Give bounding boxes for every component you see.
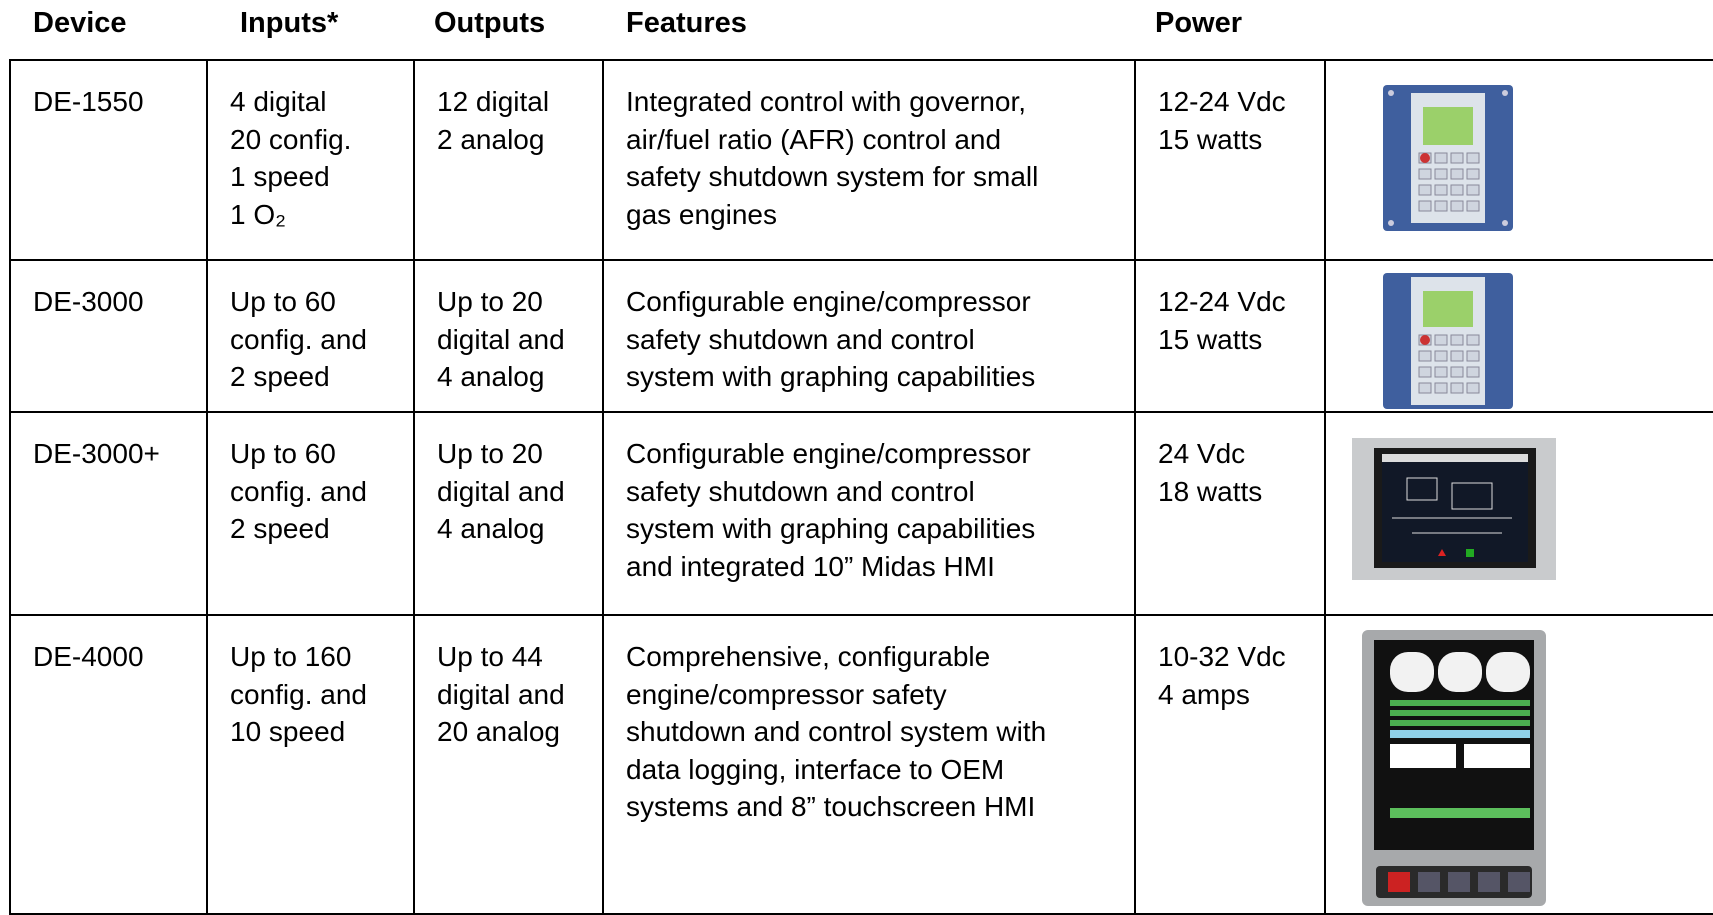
cell-text: Up to 60 bbox=[230, 286, 336, 317]
cell-text: Up to 60 bbox=[230, 438, 336, 469]
cell-text: systems and 8” touchscreen HMI bbox=[626, 791, 1036, 822]
column-border bbox=[1324, 59, 1326, 915]
cell-text: safety shutdown system for small bbox=[626, 161, 1039, 192]
cell-text: Integrated control with governor, bbox=[626, 86, 1027, 117]
cell-text: 10 speed bbox=[230, 716, 346, 747]
column-border bbox=[413, 59, 415, 915]
cell-text: config. and bbox=[230, 475, 367, 507]
cell-text: DE-4000 bbox=[33, 641, 144, 672]
row-border bbox=[10, 59, 1713, 61]
column-header: Device bbox=[33, 7, 127, 39]
cell-text: Up to 20 bbox=[437, 286, 543, 317]
cell-text: Up to 20 bbox=[437, 438, 543, 469]
cell-text: 18 watts bbox=[1158, 475, 1263, 507]
cell-text: system with graphing capabilities bbox=[626, 361, 1036, 392]
column-border bbox=[206, 59, 208, 915]
column-border bbox=[1134, 59, 1136, 915]
cell-text: DE-3000+ bbox=[33, 438, 160, 469]
cell-text: 2 analog bbox=[437, 123, 545, 155]
cell-text: Up to 44 bbox=[437, 641, 543, 672]
cell-text: 4 analog bbox=[437, 361, 545, 392]
cell-text: config. and bbox=[230, 323, 367, 355]
column-header: Power bbox=[1155, 7, 1243, 39]
cell-text: system with graphing capabilities bbox=[626, 513, 1036, 544]
cell-text: DE-3000 bbox=[33, 286, 144, 317]
cell-text: 20 config. bbox=[230, 123, 352, 155]
row-border bbox=[10, 614, 1713, 616]
device-image bbox=[1383, 85, 1513, 231]
cell-text: air/fuel ratio (AFR) control and bbox=[626, 123, 1002, 155]
cell-text: 10-32 Vdc bbox=[1158, 641, 1286, 672]
device-image bbox=[1352, 438, 1556, 580]
row-border bbox=[10, 259, 1713, 261]
cell-text: 15 watts bbox=[1158, 323, 1263, 355]
cell-text: digital and bbox=[437, 678, 565, 710]
cell-text: 1 speed bbox=[230, 161, 330, 192]
cell-text: digital and bbox=[437, 475, 565, 507]
cell-text: 4 digital bbox=[230, 86, 327, 117]
column-header: Inputs* bbox=[240, 7, 339, 39]
cell-text: 4 analog bbox=[437, 513, 545, 544]
cell-text: 4 amps bbox=[1158, 678, 1250, 710]
cell-text: safety shutdown and control bbox=[626, 475, 975, 507]
column-border bbox=[602, 59, 604, 915]
cell-text: Up to 160 bbox=[230, 641, 352, 672]
cell-text: safety shutdown and control bbox=[626, 323, 975, 355]
cell-text: shutdown and control system with bbox=[626, 716, 1047, 747]
cell-text: engine/compressor safety bbox=[626, 678, 947, 710]
device-image bbox=[1362, 630, 1546, 906]
column-border bbox=[9, 59, 11, 915]
cell-text: 12-24 Vdc bbox=[1158, 286, 1286, 317]
cell-text: 12-24 Vdc bbox=[1158, 86, 1286, 117]
cell-text: config. and bbox=[230, 678, 367, 710]
cell-text: data logging, interface to OEM bbox=[626, 753, 1005, 785]
cell-text: 20 analog bbox=[437, 716, 561, 747]
cell-text: digital and bbox=[437, 323, 565, 355]
cell-text: gas engines bbox=[626, 198, 778, 230]
device-image bbox=[1383, 273, 1513, 409]
cell-text: 2 speed bbox=[230, 513, 330, 544]
cell-text: 12 digital bbox=[437, 86, 550, 117]
row-border bbox=[10, 913, 1713, 915]
cell-text: 2 speed bbox=[230, 361, 330, 392]
cell-text: Comprehensive, configurable bbox=[626, 641, 991, 672]
row-border bbox=[10, 411, 1713, 413]
cell-text: Configurable engine/compressor bbox=[626, 286, 1031, 317]
column-header: Features bbox=[626, 7, 747, 39]
cell-text: 15 watts bbox=[1158, 123, 1263, 155]
cell-text: Configurable engine/compressor bbox=[626, 438, 1031, 469]
column-header: Outputs bbox=[434, 7, 546, 39]
cell-text: 1 O₂ bbox=[230, 198, 286, 230]
cell-text: and integrated 10” Midas HMI bbox=[626, 550, 995, 582]
cell-text: 24 Vdc bbox=[1158, 438, 1246, 469]
cell-text: DE-1550 bbox=[33, 86, 144, 117]
